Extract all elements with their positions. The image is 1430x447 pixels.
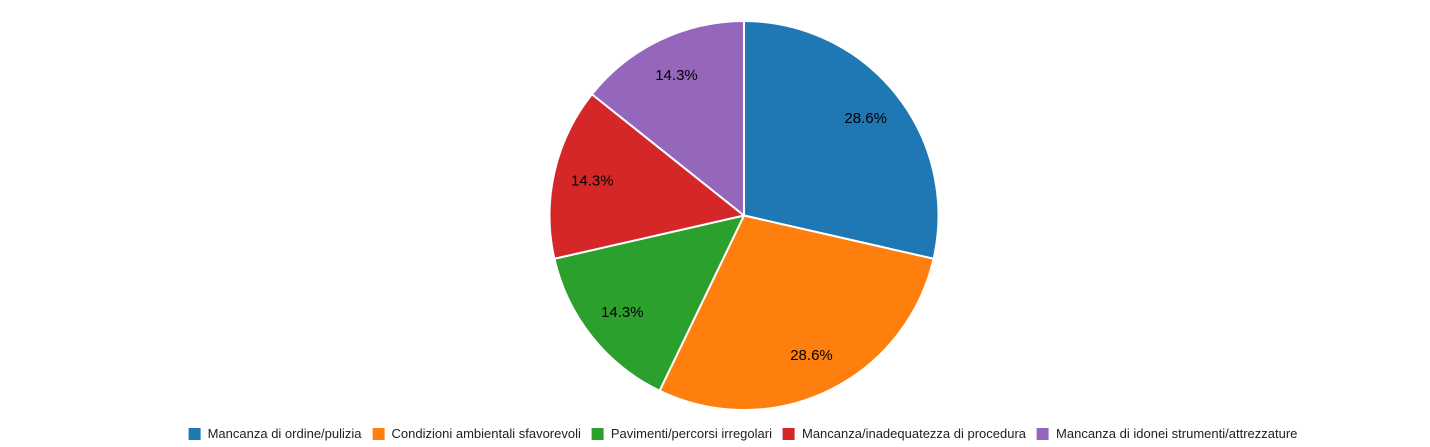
pie-slice-0[interactable] [743, 20, 940, 260]
pie-slice-label-1: 28.6% [790, 347, 833, 364]
legend-swatch-icon [782, 428, 795, 440]
pie-slice-label-2: 14.3% [601, 304, 644, 321]
legend-item-3[interactable]: Mancanza/inadequatezza di procedura [782, 426, 1027, 441]
legend-swatch-icon [591, 428, 604, 440]
pie-slice-label-3: 14.3% [571, 172, 614, 189]
legend-label: Pavimenti/percorsi irregolari [610, 426, 772, 441]
pie-slice-1[interactable] [658, 214, 935, 411]
legend-label: Mancanza di idonei strumenti/attrezzatur… [1056, 426, 1298, 441]
legend-label: Mancanza di ordine/pulizia [207, 426, 362, 441]
pie-svg: 28.6% 28.6% 14.3% 14.3% 14.3% [548, 20, 940, 411]
legend-item-0[interactable]: Mancanza di ordine/pulizia [188, 426, 362, 441]
pie-slice-2[interactable] [553, 214, 745, 392]
pie-slice-4[interactable] [590, 20, 745, 217]
legend: Mancanza di ordine/pulizia Condizioni amb… [188, 426, 1297, 441]
pie-slice-label-4: 14.3% [655, 67, 698, 84]
pie-slice-label-0: 28.6% [844, 110, 887, 127]
legend-swatch-icon [1037, 428, 1050, 440]
legend-item-2[interactable]: Pavimenti/percorsi irregolari [591, 426, 772, 441]
pie-slice-3[interactable] [548, 93, 745, 260]
legend-item-4[interactable]: Mancanza di idonei strumenti/attrezzatur… [1037, 427, 1297, 441]
legend-label: Mancanza/inadequatezza di procedura [801, 426, 1027, 441]
legend-item-1[interactable]: Condizioni ambientali sfavorevoli [372, 426, 581, 441]
legend-swatch-icon [188, 428, 201, 440]
legend-swatch-icon [372, 428, 385, 440]
legend-label: Condizioni ambientali sfavorevoli [391, 426, 581, 441]
